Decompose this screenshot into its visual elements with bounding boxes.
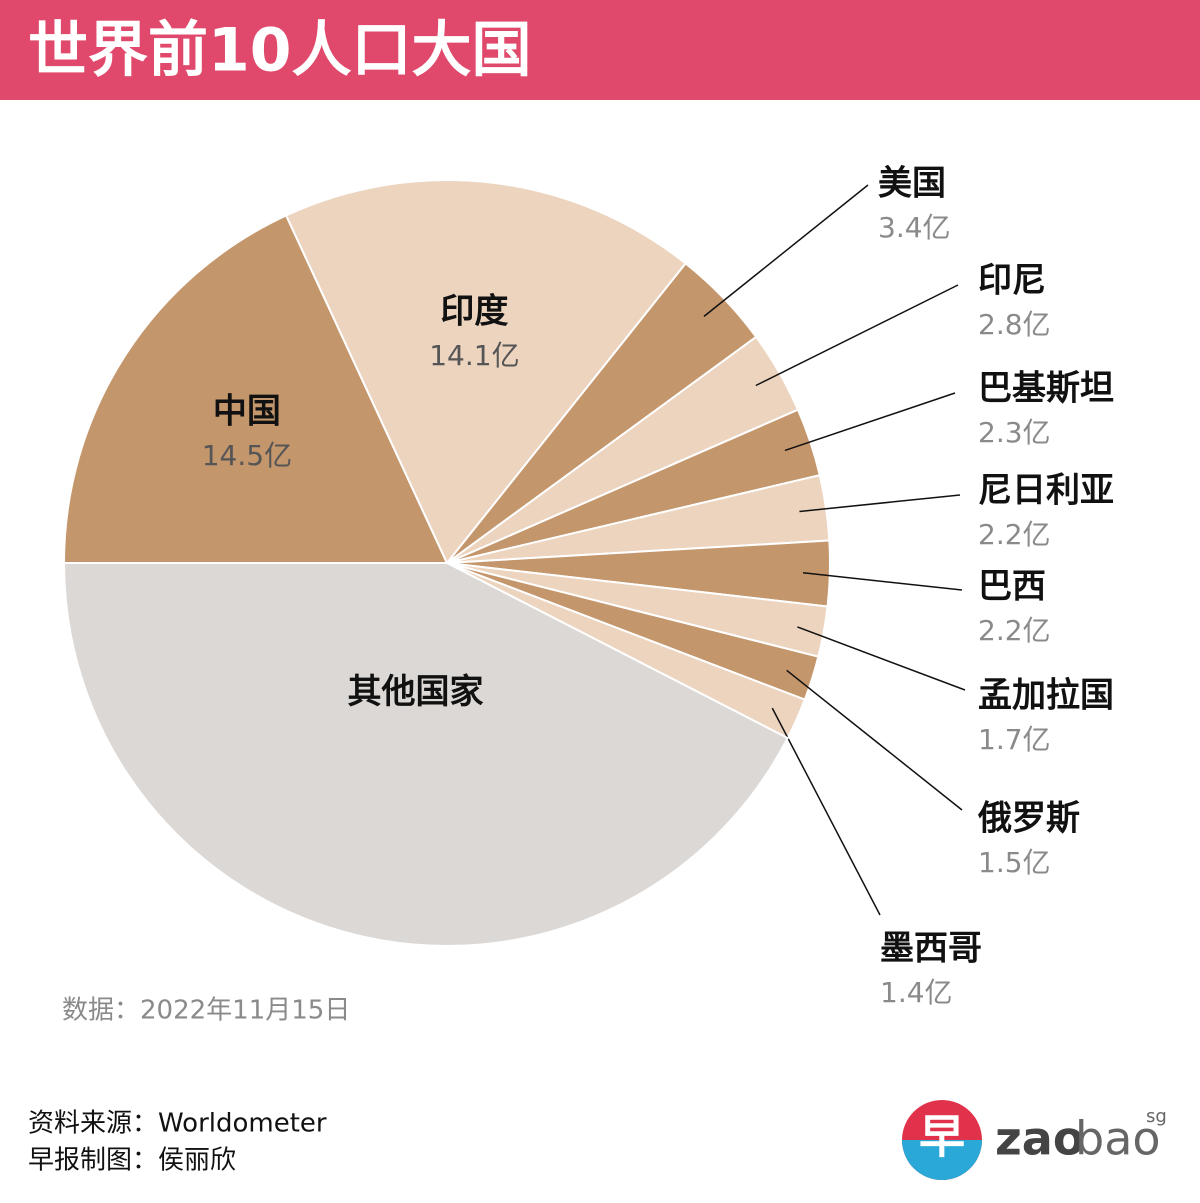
logo-text: zao — [995, 1112, 1084, 1166]
credit: 早报制图：侯丽欣 — [28, 1146, 236, 1176]
leader-line — [703, 184, 869, 317]
value-label: 2.2亿 — [978, 518, 1051, 551]
value-label: 2.3亿 — [978, 416, 1051, 449]
slice-label: 印尼 — [978, 261, 1046, 301]
pie-slice — [284, 179, 688, 565]
slice-label: 巴西 — [978, 567, 1046, 607]
slice-label: 印度 — [440, 291, 508, 331]
note: 数据：2022年11月15日 — [62, 996, 350, 1026]
slice-label: 孟加拉国 — [978, 676, 1114, 716]
slice-label: 俄罗斯 — [977, 799, 1080, 839]
value-label: 3.4亿 — [878, 211, 951, 244]
logo-text: bao — [1075, 1112, 1161, 1166]
leader-line — [771, 707, 881, 916]
source: 资料来源：Worldometer — [28, 1109, 327, 1139]
value-label: 14.5亿 — [202, 439, 292, 472]
leader-line — [799, 494, 961, 513]
slice-label: 其他国家 — [347, 672, 483, 712]
logo: 早 zao bao sg — [902, 1100, 1167, 1180]
slice-label: 中国 — [213, 392, 281, 432]
leader-line — [755, 284, 959, 387]
slice-label: 美国 — [878, 164, 946, 204]
pie-slice — [62, 214, 449, 564]
value-label: 1.7亿 — [978, 723, 1051, 756]
leader-line — [784, 392, 956, 452]
slice-label: 尼日利亚 — [978, 471, 1114, 511]
chart-title: 世界前10人口大国 — [28, 16, 532, 86]
value-label: 1.4亿 — [880, 976, 953, 1009]
header-bar — [0, 0, 1200, 100]
leader-line — [797, 626, 966, 691]
leader-line — [802, 572, 963, 591]
logo-suffix: sg — [1146, 1106, 1167, 1127]
value-label: 2.2亿 — [978, 614, 1051, 647]
slice-label: 巴基斯坦 — [978, 369, 1114, 409]
value-label: 2.8亿 — [978, 308, 1051, 341]
value-label: 1.5亿 — [978, 846, 1051, 879]
value-label: 14.1亿 — [429, 339, 519, 372]
slice-label: 墨西哥 — [880, 929, 982, 969]
logo-half — [902, 1140, 982, 1180]
leader-line — [786, 669, 963, 811]
logo-mark: 早 — [919, 1110, 965, 1164]
pie-slice — [62, 562, 790, 947]
